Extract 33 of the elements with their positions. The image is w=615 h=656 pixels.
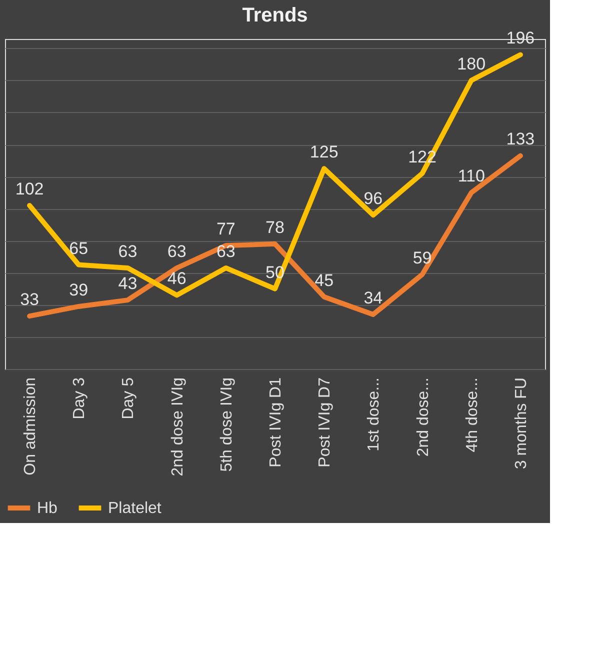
data-label: 125 (310, 142, 338, 162)
x-tick-label: 5th dose IVIg (218, 378, 236, 472)
data-label: 34 (364, 288, 383, 308)
x-tick-label: On admission (22, 378, 40, 476)
x-tick-label: 2nd dose IVIg (169, 378, 186, 476)
legend-label: Platelet (108, 500, 162, 517)
x-tick-label: 3 months FU (512, 378, 530, 470)
data-label: 45 (314, 270, 334, 290)
data-label: 78 (266, 218, 284, 237)
x-tick-label: 2nd dose... (414, 378, 432, 457)
data-label: 180 (457, 54, 486, 74)
x-tick-label: Day 3 (71, 377, 88, 420)
data-label: 63 (216, 242, 236, 261)
data-label: 43 (118, 274, 138, 294)
data-label: 63 (167, 242, 186, 261)
data-label: 102 (15, 179, 44, 198)
chart-title: Trends (242, 4, 308, 27)
x-tick-label: 1st dose... (366, 378, 383, 452)
data-label: 110 (458, 166, 485, 186)
data-label: 33 (20, 290, 40, 310)
data-label: 63 (118, 242, 138, 261)
data-label: 46 (167, 269, 186, 288)
data-label: 77 (216, 220, 236, 239)
x-tick-label: Day 5 (120, 377, 138, 420)
data-label: 65 (69, 238, 88, 258)
data-label: 59 (412, 248, 432, 268)
data-label: 96 (364, 189, 383, 208)
x-tick-label: Post IVIg D7 (316, 377, 334, 468)
data-label: 39 (69, 280, 88, 300)
data-label: 133 (506, 130, 535, 149)
x-tick-label: Post IVIg D1 (268, 377, 284, 468)
x-tick-label: 4th dose... (464, 378, 481, 452)
legend-label: Hb (37, 500, 58, 517)
